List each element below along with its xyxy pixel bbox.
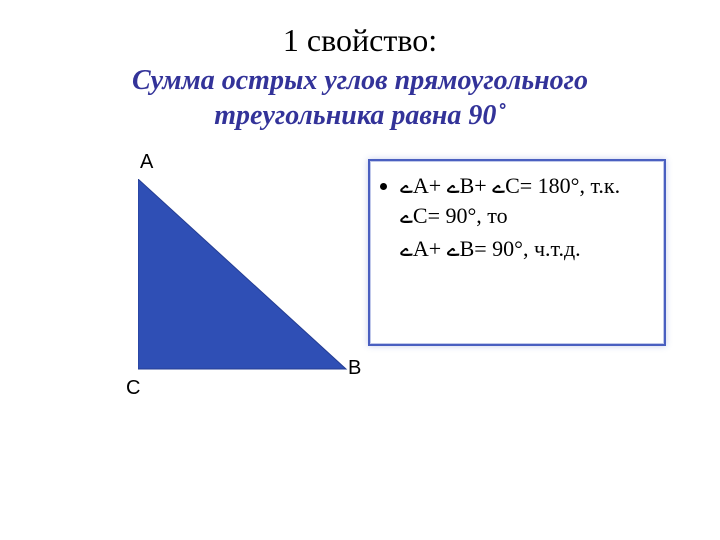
- title-subtitle: Сумма острых углов прямоугольного треуго…: [0, 63, 720, 133]
- proof-list: ےА+ ےВ+ ےС= 180°, т.к. ےС= 90°, то: [382, 171, 652, 230]
- vertex-label-b: В: [348, 357, 361, 380]
- vertex-label-a: А: [140, 151, 153, 174]
- proof-line1: ےА+ ےВ+ ےС= 180°, т.к. ےС= 90°, то: [400, 171, 652, 230]
- triangle-diagram: А В С: [70, 159, 370, 459]
- subtitle-part-a: Сумма острых углов прямоугольного: [132, 65, 588, 96]
- triangle-svg: [138, 179, 368, 379]
- proof-box: ےА+ ےВ+ ےС= 180°, т.к. ےС= 90°, то ےА+ ے…: [368, 159, 666, 346]
- vertex-label-c: С: [126, 377, 140, 400]
- proof-line2: ےА+ ےВ= 90°, ч.т.д.: [400, 234, 652, 264]
- title-line1: 1 свойство:: [0, 22, 720, 59]
- slide: 1 свойство: Сумма острых углов прямоугол…: [0, 0, 720, 540]
- title-block: 1 свойство: Сумма острых углов прямоугол…: [0, 0, 720, 133]
- triangle-shape: [138, 179, 346, 369]
- subtitle-part-b: треугольника равна 90˚: [214, 100, 505, 131]
- content-area: А В С ےА+ ےВ+ ےС= 180°, т.к. ےС= 90°, то…: [0, 159, 720, 499]
